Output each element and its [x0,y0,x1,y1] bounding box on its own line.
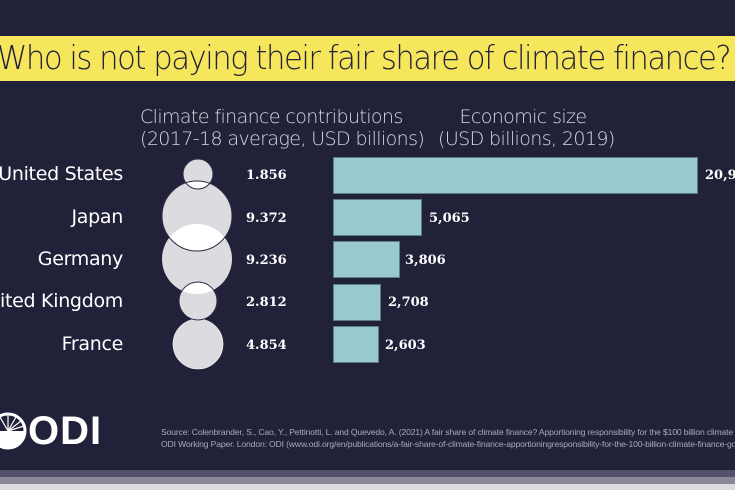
climate-finance-heading-line1: Climate finance contributions [140,106,403,128]
source-citation: Source: Colenbrander, S., Cao, Y., Petti… [161,426,735,450]
gdp-value-japan: 5,065 [429,211,470,226]
footer-strip-light [0,484,735,490]
gdp-value-united-states: 20,937 [705,168,735,183]
economic-size-heading: Economic size (USD billions, 2019) [438,106,615,150]
odi-logo-text: ODI [28,409,103,453]
bubble-france [172,318,224,370]
economic-size-heading-line1: Economic size [459,106,587,128]
gdp-value-united-kingdom: 2,708 [388,295,429,310]
source-line-2: ODI Working Paper. London: ODI (www.odi.… [161,439,735,449]
source-line-1: Source: Colenbrander, S., Cao, Y., Petti… [161,427,735,437]
climate-finance-value-germany: 9.236 [246,253,287,268]
country-label-japan: Japan [71,206,124,228]
footer-strip-dark [0,470,735,477]
chart-title: Who is not paying their fair share of cl… [0,38,732,77]
climate-finance-value-united-states: 1.856 [246,168,287,183]
climate-finance-heading-line2: (2017-18 average, USD billions) [140,128,425,150]
economic-size-heading-line2: (USD billions, 2019) [438,128,615,150]
country-label-france: France [61,333,124,355]
gdp-bar-japan [333,199,422,236]
gdp-bar-germany [333,241,400,278]
climate-finance-heading: Climate finance contributions (2017-18 a… [140,106,425,150]
climate-finance-value-united-kingdom: 2.812 [246,295,287,310]
gdp-bar-united-states [333,157,698,194]
odi-sunburst-icon [0,412,27,450]
climate-finance-value-france: 4.854 [246,338,287,353]
odi-logo: ODI [0,411,102,451]
gdp-bar-france [333,326,379,363]
gdp-bar-united-kingdom [333,284,381,321]
country-label-united-states: United States [0,163,123,185]
gdp-value-germany: 3,806 [405,253,446,268]
country-label-united-kingdom: United Kingdom [0,290,123,312]
gdp-value-france: 2,603 [385,338,426,353]
title-band: Who is not paying their fair share of cl… [0,36,735,81]
footer-strip-mid [0,477,735,484]
country-label-germany: Germany [37,248,124,270]
climate-finance-value-japan: 9.372 [246,211,287,226]
